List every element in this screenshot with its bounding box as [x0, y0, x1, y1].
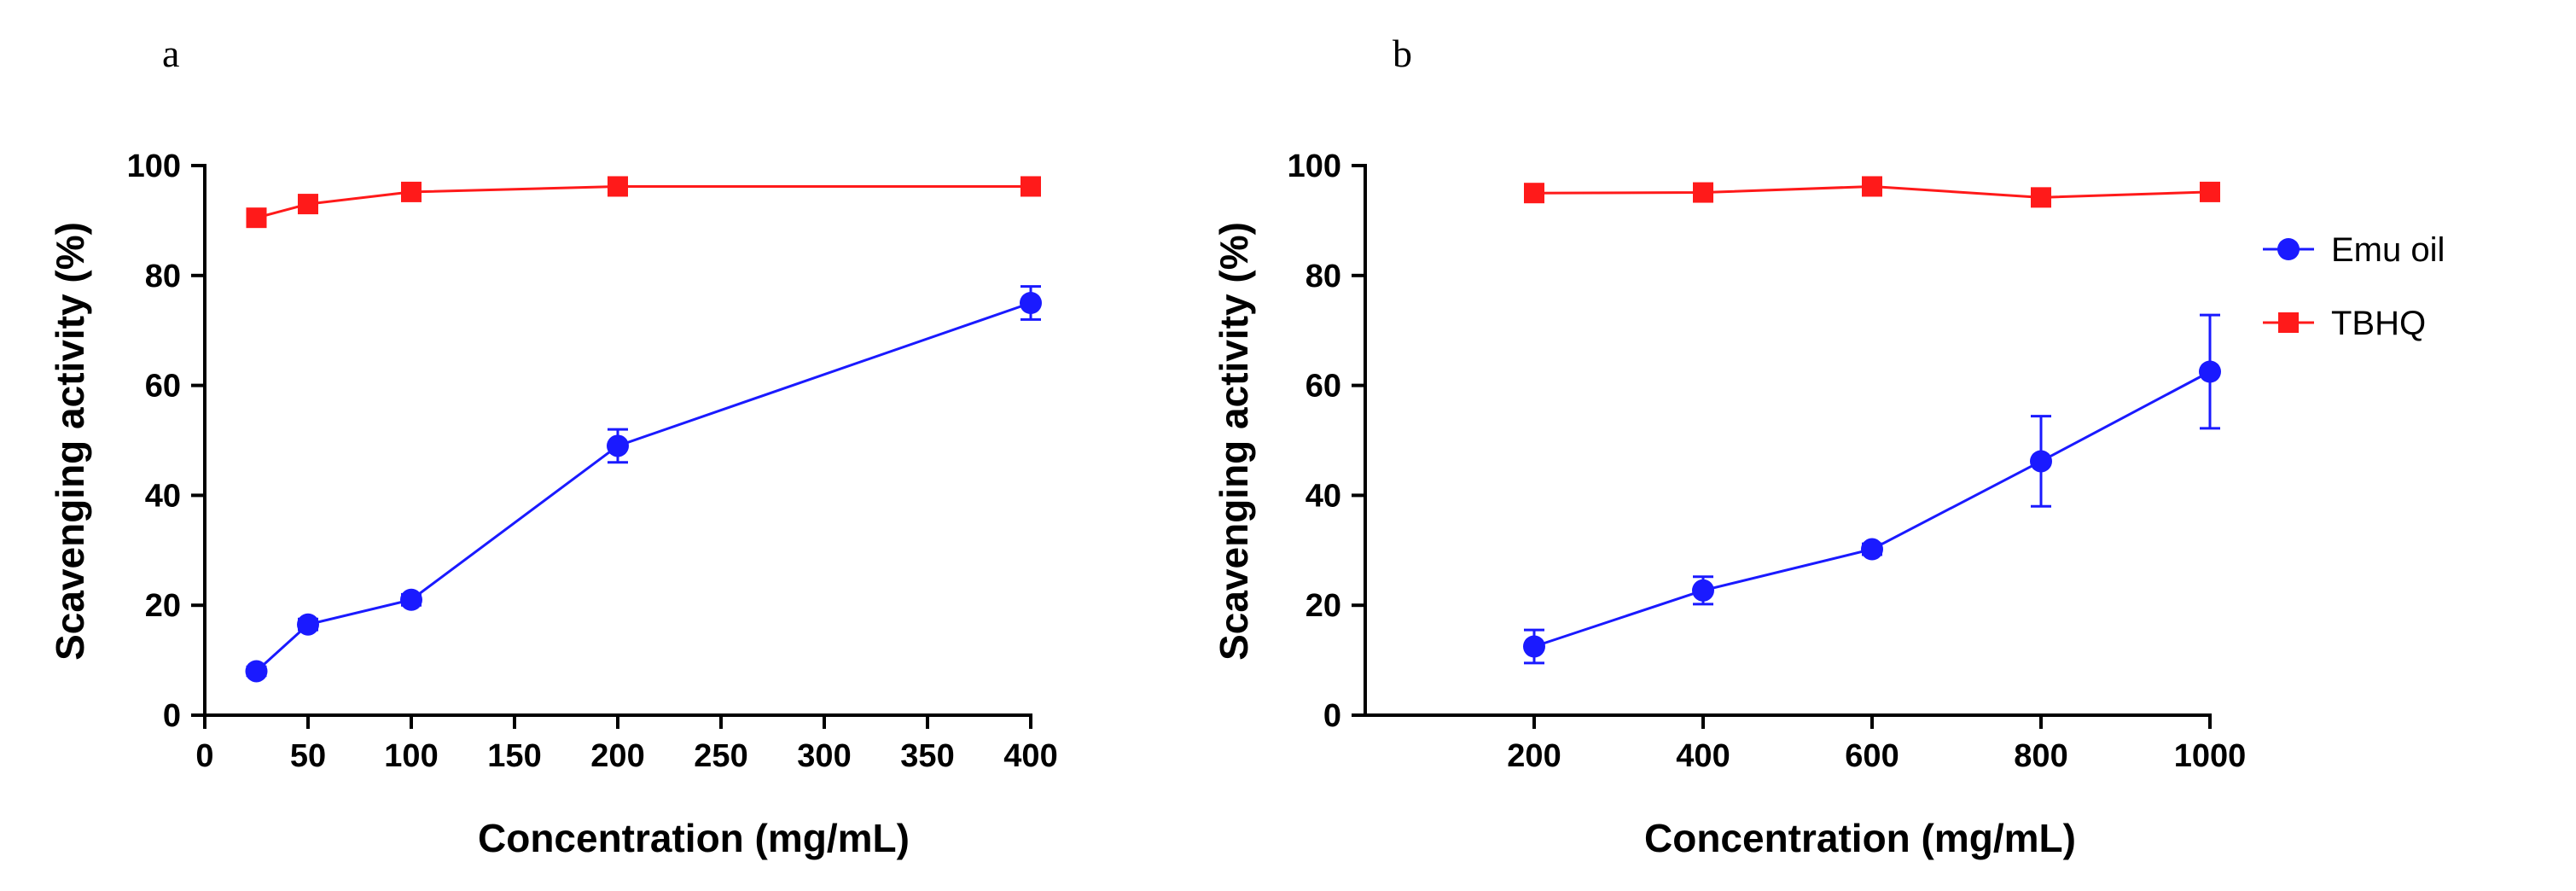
legend-emu-oil-label: Emu oil: [2331, 231, 2445, 269]
panel-a-plot: 0 20 40 60 80 100 0 50 100 150 200 250 300 350 400: [127, 148, 1058, 774]
legend-tbhq-label: TBHQ: [2331, 305, 2426, 342]
panel-b: b 0 20 40 60 80 100 200 400 600 800 1000 Concentra…: [1212, 32, 2246, 860]
panel-a-x-tick-label: 200: [590, 738, 644, 774]
panel-b-letter: b: [1393, 32, 1412, 75]
legend-tbhq-marker: [2278, 312, 2299, 333]
panel-a-y-axis-title: Scavenging activity (%): [48, 222, 92, 661]
panel-a-x-tick-label: 250: [694, 738, 747, 774]
panel-b-tbhq-point: [1693, 182, 1713, 203]
panel-a-x-tick-label: 400: [1003, 738, 1057, 774]
panel-a-tbhq-point: [1021, 176, 1041, 197]
panel-a-y-tick-label: 0: [163, 698, 181, 734]
panel-b-y-tick-label: 40: [1305, 478, 1341, 514]
panel-a-emu-oil-point: [245, 660, 268, 683]
panel-a-y-tick-label: 100: [127, 148, 181, 184]
panel-a-tbhq-line: [256, 184, 1031, 219]
legend-item-emu-oil: Emu oil: [2263, 231, 2445, 269]
panel-b-y-axis-title: Scavenging activity (%): [1212, 222, 1256, 661]
panel-b-x-tick-label: 400: [1676, 738, 1730, 774]
panel-a-tbhq-point: [298, 194, 318, 215]
panel-a-emu-oil-point: [607, 434, 629, 457]
panel-a-tbhq-point: [608, 176, 628, 197]
panel-a-emu-oil-line: [255, 301, 1032, 673]
panel-a-emu-oil-point: [297, 613, 319, 636]
panel-a-x-tick-label: 0: [195, 738, 213, 774]
panel-b-y-tick-label: 60: [1305, 369, 1341, 405]
panel-a-tbhq-point: [246, 207, 267, 229]
panel-a-emu-oil-point: [1020, 292, 1042, 314]
panel-b-y-tick-label: 0: [1323, 698, 1341, 734]
panel-a-letter: a: [162, 32, 179, 75]
panel-b-tbhq-point: [1862, 176, 1882, 197]
panel-b-x-tick-label: 1000: [2174, 738, 2247, 774]
panel-b-y-tick-label: 80: [1305, 259, 1341, 294]
panel-b-y-tick-label: 20: [1305, 588, 1341, 624]
panel-a-y-tick-label: 80: [145, 259, 181, 294]
panel-a-tbhq-point: [401, 181, 422, 202]
panel-b-tbhq-point: [1524, 183, 1544, 204]
panel-a-y-tick-label: 20: [145, 588, 181, 624]
panel-b-emu-oil-line: [1533, 370, 2211, 648]
panel-a-y-tick-label: 40: [145, 478, 181, 514]
panel-a: a 0 20 40 60 80 100 0 50 100 150 200 250 300 350 400 C…: [48, 32, 1058, 860]
panel-b-emu-oil-point: [1861, 538, 1883, 561]
legend-emu-oil-marker: [2277, 238, 2300, 260]
legend-item-tbhq: TBHQ: [2263, 305, 2426, 342]
panel-a-emu-oil-point: [400, 588, 422, 611]
panel-a-y-tick-label: 60: [145, 369, 181, 405]
panel-b-x-tick-label: 200: [1507, 738, 1561, 774]
panel-b-emu-oil-point: [2199, 360, 2221, 383]
panel-a-x-tick-label: 150: [487, 738, 541, 774]
panel-a-x-tick-label: 350: [900, 738, 954, 774]
panel-b-tbhq-point: [2200, 181, 2220, 202]
panel-b-y-tick-label: 100: [1288, 148, 1341, 184]
panel-a-x-tick-label: 50: [290, 738, 326, 774]
panel-b-x-tick-label: 600: [1845, 738, 1899, 774]
panel-b-x-axis-title: Concentration (mg/mL): [1644, 816, 2076, 860]
panel-a-x-axis-title: Concentration (mg/mL): [478, 816, 910, 860]
panel-a-x-tick-label: 100: [384, 738, 438, 774]
panel-b-emu-oil-point: [2030, 450, 2052, 473]
legend: Emu oil TBHQ: [2263, 231, 2445, 342]
panel-b-plot: 0 20 40 60 80 100 200 400 600 800 1000: [1288, 148, 2247, 774]
panel-b-x-tick-label: 800: [2014, 738, 2067, 774]
panel-b-emu-oil-point: [1523, 635, 1545, 658]
panel-b-emu-oil-point: [1692, 579, 1714, 602]
panel-a-x-tick-label: 300: [797, 738, 851, 774]
panel-b-tbhq-point: [2031, 187, 2051, 208]
